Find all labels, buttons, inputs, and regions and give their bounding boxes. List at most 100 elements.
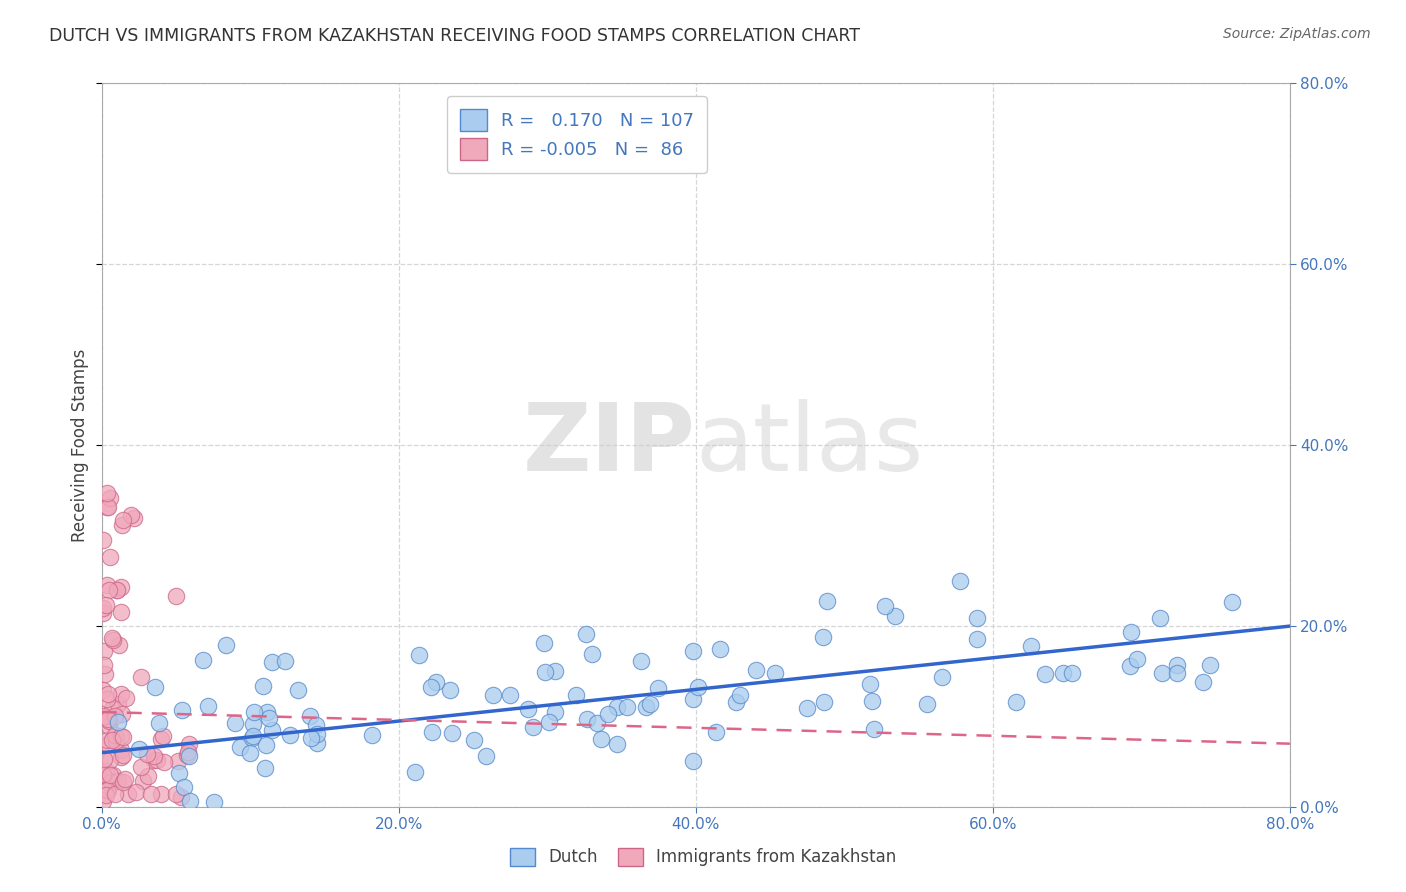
Point [931, 670, 953, 684]
Point [96, 578, 118, 592]
Point [811, 630, 834, 644]
Point [215, 638, 238, 652]
Point [111, 517, 134, 532]
Point [647, 681, 669, 695]
Point [97, 500, 120, 514]
Point [1033, 667, 1056, 681]
Point [425, 675, 447, 690]
Point [98, 719, 121, 733]
Legend: R =   0.170   N = 107, R = -0.005   N =  86: R = 0.170 N = 107, R = -0.005 N = 86 [447, 96, 707, 173]
Point [96, 500, 118, 514]
Point [135, 747, 157, 761]
Point [884, 609, 907, 624]
Point [96, 692, 118, 706]
Point [98, 583, 121, 598]
Point [875, 599, 897, 613]
Point [97, 782, 120, 797]
Point [1060, 666, 1083, 681]
Point [682, 691, 704, 706]
Point [91, 794, 114, 808]
Point [97, 737, 120, 751]
Point [1152, 665, 1174, 680]
Point [100, 775, 122, 789]
Text: atlas: atlas [696, 400, 924, 491]
Point [107, 715, 129, 730]
Point [173, 780, 195, 794]
Text: DUTCH VS IMMIGRANTS FROM KAZAKHSTAN RECEIVING FOOD STAMPS CORRELATION CHART: DUTCH VS IMMIGRANTS FROM KAZAKHSTAN RECE… [49, 27, 860, 45]
Point [575, 627, 598, 641]
Point [408, 648, 430, 662]
Text: Source: ZipAtlas.com: Source: ZipAtlas.com [1223, 27, 1371, 41]
Point [544, 664, 567, 678]
Point [638, 697, 661, 711]
Point [229, 740, 252, 755]
Point [516, 702, 538, 716]
Point [859, 677, 882, 691]
Point [709, 641, 731, 656]
Point [728, 688, 751, 702]
Point [165, 589, 187, 603]
Point [534, 665, 557, 679]
Point [101, 768, 124, 782]
Point [682, 754, 704, 768]
Point [107, 774, 129, 789]
Point [91, 683, 114, 698]
Point [101, 633, 124, 648]
Point [110, 605, 132, 619]
Point [165, 787, 187, 801]
Point [167, 754, 190, 768]
Point [197, 698, 219, 713]
Point [105, 582, 128, 597]
Point [596, 706, 619, 721]
Point [129, 670, 152, 684]
Point [202, 796, 225, 810]
Point [307, 736, 329, 750]
Point [564, 688, 586, 702]
Point [630, 654, 652, 668]
Point [169, 790, 191, 805]
Point [543, 706, 565, 720]
Point [482, 688, 505, 702]
Point [128, 742, 150, 756]
Point [522, 720, 544, 734]
Point [704, 725, 727, 739]
Point [97, 687, 120, 701]
Point [98, 753, 121, 767]
Point [176, 747, 198, 762]
Point [256, 705, 278, 719]
Point [96, 764, 118, 779]
Point [177, 749, 200, 764]
Point [91, 766, 114, 780]
Point [98, 549, 121, 564]
Point [145, 753, 167, 767]
Point [114, 691, 136, 706]
Point [581, 647, 603, 661]
Point [124, 510, 146, 524]
Point [287, 682, 309, 697]
Point [108, 638, 131, 652]
Point [96, 782, 118, 797]
Point [93, 644, 115, 658]
Point [93, 601, 115, 615]
Point [104, 728, 127, 742]
Point [191, 653, 214, 667]
Point [112, 775, 135, 789]
Point [441, 726, 464, 740]
Point [120, 508, 142, 522]
Point [1166, 658, 1188, 673]
Point [725, 695, 748, 709]
Point [404, 765, 426, 780]
Point [1149, 611, 1171, 625]
Point [224, 716, 246, 731]
Point [112, 747, 135, 762]
Point [688, 680, 710, 694]
Point [93, 658, 115, 673]
Point [177, 745, 200, 759]
Point [143, 748, 166, 763]
Point [110, 687, 132, 701]
Point [150, 787, 173, 801]
Point [966, 632, 988, 646]
Point [149, 731, 172, 746]
Point [420, 725, 443, 739]
Point [96, 732, 118, 747]
